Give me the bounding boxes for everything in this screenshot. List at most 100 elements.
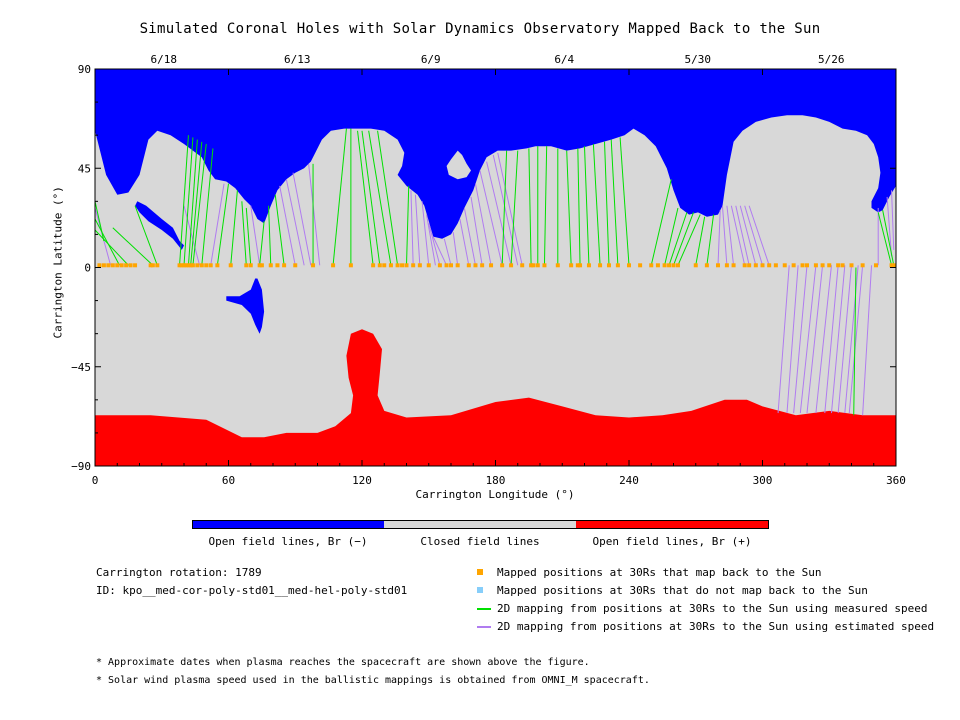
x-axis-label: Carrington Longitude (°) [415, 488, 575, 501]
legend-label: Mapped positions at 30Rs that map back t… [497, 566, 822, 579]
estimated-speed-line [492, 154, 519, 266]
mapped-position-point [400, 263, 405, 268]
mapped-position-point [753, 263, 758, 268]
legend-line-purple-icon [477, 626, 491, 628]
mapped-position-point [473, 263, 478, 268]
carrington-rotation: Carrington rotation: 1789 [96, 566, 262, 579]
mapped-position-point [195, 263, 200, 268]
estimated-speed-line [793, 265, 808, 414]
measured-speed-line [706, 214, 715, 266]
x-tick-label: 60 [222, 474, 235, 487]
measured-speed-line [592, 143, 601, 266]
estimated-speed-line [748, 205, 770, 266]
mapped-position-point [426, 263, 431, 268]
estimated-speed-line [497, 152, 523, 266]
estimated-speed-line [285, 179, 305, 266]
x-tick-label: 0 [92, 474, 99, 487]
y-tick-label: −45 [71, 361, 91, 374]
estimated-speed-line [421, 201, 430, 266]
mapped-position-point [208, 263, 213, 268]
mapped-position-point [455, 263, 460, 268]
mapped-position-point [615, 263, 620, 268]
estimated-speed-line [250, 205, 261, 266]
mapped-position-point [860, 263, 865, 268]
mapped-position-point [569, 263, 574, 268]
mapped-position-point [275, 263, 280, 268]
plot-area [95, 69, 896, 466]
estimated-speed-line [470, 196, 483, 266]
top-date-label: 6/18 [151, 53, 178, 66]
measured-speed-line [406, 185, 410, 266]
mapped-position-point [520, 263, 525, 268]
estimated-speed-line [292, 172, 312, 266]
mapped-position-point [542, 263, 547, 268]
mapped-position-point [760, 263, 765, 268]
measured-speed-line [95, 229, 129, 266]
measured-speed-line [668, 212, 688, 266]
mapped-position-point [128, 263, 133, 268]
measured-speed-line [134, 205, 158, 266]
estimated-speed-line [726, 205, 735, 266]
y-axis-label: Carrington Latitude (°) [51, 186, 65, 339]
mapped-position-point [382, 263, 387, 268]
mapped-position-point [800, 263, 805, 268]
colorbar-closed [384, 520, 576, 528]
estimated-speed-line [777, 265, 790, 414]
measured-speed-line [216, 183, 229, 266]
axes: 0 60 120 180 240 300 360 90 45 0 −45 −90 6/18 6/13 6/9… [71, 53, 906, 487]
measured-speed-line [357, 130, 374, 266]
mapped-position-point [466, 263, 471, 268]
mapped-position-point [331, 263, 336, 268]
measured-speed-line [245, 207, 252, 266]
measured-speed-line [201, 148, 214, 266]
mapped-position-point [268, 263, 273, 268]
mapped-position-point [489, 263, 494, 268]
mapped-position-point [182, 263, 186, 268]
measured-speed-line [190, 141, 203, 266]
mapped-position-point [437, 263, 442, 268]
mapped-position-point [671, 263, 676, 268]
top-date-label: 5/30 [685, 53, 712, 66]
mapped-position-point [555, 263, 560, 268]
mapped-position-point [101, 263, 106, 268]
mapped-position-point [747, 263, 752, 268]
measured-speed-line [274, 194, 285, 266]
mapped-position-point [444, 263, 449, 268]
legend-label: 2D mapping from positions at 30Rs to the… [497, 620, 935, 633]
mapped-position-point [348, 263, 353, 268]
x-tick-label: 120 [352, 474, 372, 487]
measured-speed-line [241, 201, 247, 266]
mapped-position-point [742, 263, 747, 268]
measured-speed-line [566, 150, 572, 266]
x-tick-label: 300 [753, 474, 773, 487]
mapped-position-point [655, 263, 660, 268]
mapped-position-point [638, 263, 643, 268]
estimated-speed-line [410, 190, 414, 266]
mapped-position-point [110, 263, 115, 268]
y-tick-label: −90 [71, 460, 91, 473]
estimated-speed-line [432, 236, 448, 266]
estimated-speed-line [815, 265, 832, 414]
mapped-position-point [531, 263, 536, 268]
mapped-position-point [395, 263, 400, 268]
mapped-position-point [179, 263, 184, 268]
mapped-position-point [606, 263, 611, 268]
coronal-hole-island [226, 278, 265, 334]
colorbar-label-negative: Open field lines, Br (−) [208, 535, 368, 548]
colorbar-open-positive [576, 520, 768, 528]
estimated-speed-line [806, 265, 824, 414]
estimated-speed-line [426, 214, 436, 266]
estimated-speed-line [474, 183, 492, 266]
mapped-position-point [119, 263, 124, 268]
mapped-position-point [813, 263, 818, 268]
measured-speed-line [510, 150, 519, 266]
mapped-position-point [578, 263, 583, 268]
mapped-position-point [704, 263, 709, 268]
mapped-position-point [259, 263, 264, 268]
mapped-position-point [598, 263, 603, 268]
estimated-speed-line [830, 265, 846, 414]
mapped-position-point [675, 263, 680, 268]
mapped-position-point [509, 263, 514, 268]
mapped-position-point [586, 263, 591, 268]
